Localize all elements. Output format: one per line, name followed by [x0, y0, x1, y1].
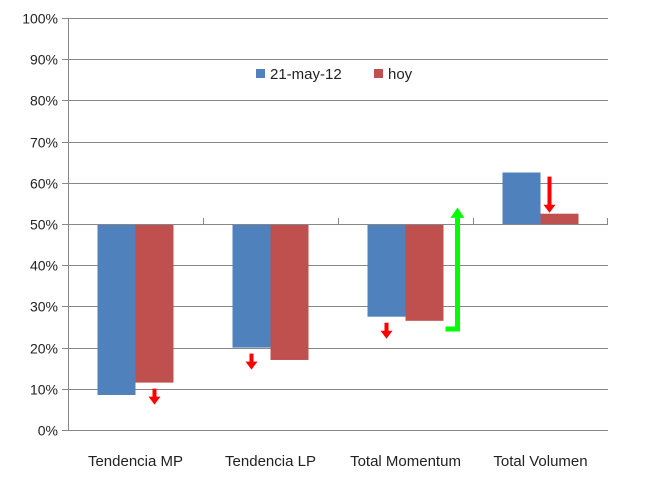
- green-up-bracket-arrow: [445, 207, 465, 332]
- bars: [97, 172, 579, 395]
- y-tick-label: 10%: [30, 382, 58, 398]
- legend: 21-may-12 hoy: [256, 66, 413, 83]
- bar-hoy-2: [405, 224, 444, 321]
- bar-hoy-3: [540, 213, 579, 224]
- red-down-arrow: [148, 388, 161, 405]
- bar-hoy-1: [270, 224, 309, 360]
- x-category-label: Tendencia MP: [88, 453, 183, 470]
- bar-21-may-12-1: [232, 224, 271, 348]
- y-tick-label: 80%: [30, 93, 58, 109]
- y-tick-label: 60%: [30, 176, 58, 192]
- y-tick-label: 20%: [30, 341, 58, 357]
- bar-21-may-12-0: [97, 224, 136, 395]
- y-tick-label: 100%: [22, 11, 58, 27]
- bar-21-may-12-2: [367, 224, 406, 317]
- bracket-line: [445, 217, 460, 332]
- legend-swatch: [256, 69, 265, 78]
- red-down-arrow: [380, 322, 393, 339]
- x-axis: Tendencia MP Tendencia LP Total Momentum To…: [68, 430, 608, 470]
- y-tick-label: 70%: [30, 135, 58, 151]
- legend-label: hoy: [388, 66, 413, 83]
- x-category-label: Tendencia LP: [225, 453, 316, 470]
- arrow-head: [380, 330, 393, 339]
- x-category-label: Total Volumen: [493, 453, 587, 470]
- x-category-label: Total Momentum: [350, 453, 461, 470]
- y-tick-label: 50%: [30, 217, 58, 233]
- red-down-arrow: [245, 353, 258, 370]
- bar-21-may-12-3: [502, 172, 541, 224]
- y-tick-label: 0%: [38, 423, 58, 439]
- legend-swatch: [374, 69, 383, 78]
- legend-label: 21-may-12: [270, 66, 342, 83]
- arrow-head: [148, 396, 161, 405]
- arrow-head: [543, 204, 556, 213]
- arrow-head: [245, 361, 258, 370]
- red-down-arrow: [543, 176, 556, 213]
- y-tick-label: 90%: [30, 52, 58, 68]
- bar-hoy-0: [135, 224, 174, 383]
- baseline: [68, 218, 608, 225]
- y-axis: 0% 10% 20% 30% 40% 50% 60% 70% 80% 90% 100%: [22, 11, 69, 439]
- y-tick-label: 30%: [30, 299, 58, 315]
- annotations: [148, 176, 556, 405]
- y-tick-label: 40%: [30, 258, 58, 274]
- arrow-head: [450, 207, 465, 218]
